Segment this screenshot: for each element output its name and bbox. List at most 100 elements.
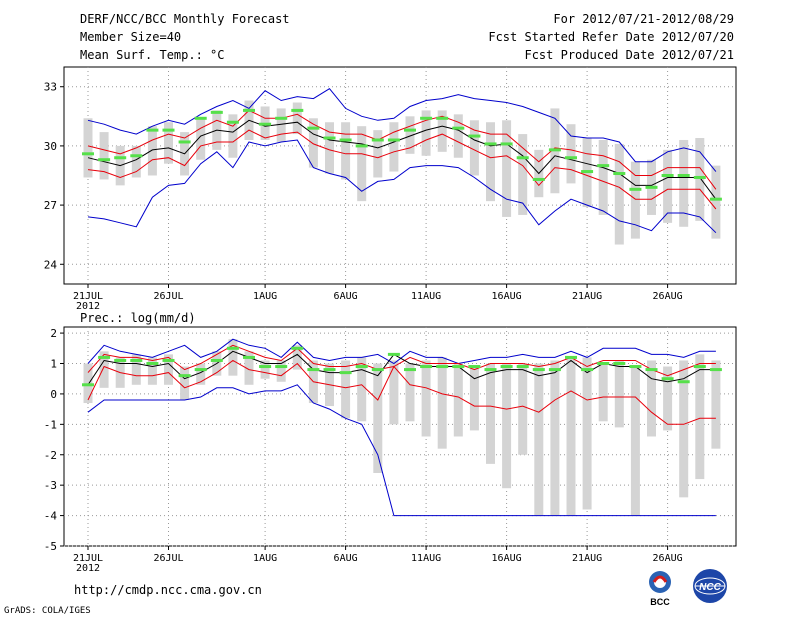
- temp-median-mark: [452, 126, 465, 130]
- prec-ensemble-bar: [566, 357, 576, 516]
- prec-envelope-upper-line: [87, 338, 716, 365]
- prec-median-mark: [404, 368, 416, 372]
- temp-median-mark: [210, 110, 223, 114]
- temp-ensemble-bar: [566, 124, 576, 184]
- temp-ensemble-bar: [276, 108, 286, 142]
- temp-year-label: 2012: [76, 301, 100, 312]
- temp-median-mark: [661, 174, 674, 177]
- prec-median-mark: [613, 362, 626, 365]
- prec-ensemble-bar: [614, 360, 624, 428]
- prec-xtick-label: 21JUL: [73, 553, 103, 564]
- temp-ensemble-bar: [502, 120, 512, 217]
- temp-median-mark: [404, 128, 416, 132]
- temp-ensemble-bar: [663, 149, 673, 223]
- prec-median-mark: [565, 355, 577, 359]
- temp-ensemble-bar: [695, 138, 705, 221]
- prec-ensemble-bar: [164, 354, 173, 385]
- prec-median-mark: [194, 368, 207, 372]
- prec-median-mark: [259, 365, 272, 369]
- ncc-logo: NCC: [693, 569, 727, 603]
- prec-xtick-label: 16AUG: [492, 553, 522, 564]
- temp-median-mark: [371, 138, 384, 142]
- temp-ensemble-bar: [308, 118, 318, 168]
- temp-ensemble-bar: [373, 130, 383, 178]
- prec-median-mark: [98, 355, 111, 359]
- prec-ensemble-bar: [228, 339, 238, 376]
- temp-ensemble-bar: [711, 165, 721, 239]
- produced-date: Fcst Produced Date 2012/07/21: [524, 48, 734, 62]
- prec-ensemble-bar: [83, 363, 93, 404]
- prec-xtick-label: 11AUG: [411, 553, 441, 564]
- bcc-logo: BCC: [649, 571, 671, 607]
- temp-ensemble-bar: [131, 145, 141, 178]
- temp-median-mark: [436, 116, 449, 120]
- temp-median-mark: [565, 156, 577, 160]
- temp-median-mark: [468, 134, 481, 138]
- temp-median-mark: [307, 126, 320, 130]
- temp-xtick-label: 26JUL: [153, 291, 183, 302]
- temp-median-mark: [597, 164, 610, 168]
- prec-xtick-label: 26JUL: [153, 553, 183, 564]
- prec-ensemble-bar: [695, 354, 705, 480]
- temp-ensemble-bar: [421, 110, 431, 156]
- prec-median-mark: [677, 380, 690, 384]
- prec-ensemble-bar: [711, 360, 721, 449]
- prec-ensemble-bar: [437, 357, 447, 449]
- prec-ytick-label: -3: [44, 479, 57, 492]
- temp-median-mark: [645, 185, 658, 189]
- temp-median-mark: [709, 197, 722, 201]
- temp-median-mark: [226, 120, 239, 124]
- prec-ensemble-bar: [663, 366, 673, 431]
- prec-ensemble-bar: [357, 357, 367, 422]
- temp-median-mark: [420, 116, 433, 120]
- footer-url: http://cmdp.ncc.cma.gov.cn: [74, 583, 262, 597]
- temp-median-mark: [275, 116, 288, 120]
- prec-ytick-label: -4: [44, 510, 58, 523]
- temp-ensemble-bar: [486, 122, 495, 202]
- temp-median-mark: [82, 152, 94, 156]
- prec-median-mark: [210, 358, 223, 362]
- temp-ensemble-bar: [99, 132, 109, 180]
- prec-median-mark: [371, 368, 384, 372]
- prec-median-mark: [146, 362, 159, 365]
- prec-panel-title: Prec.: log(mm/d): [80, 311, 196, 325]
- forecast-period: For 2012/07/21-2012/08/29: [553, 12, 734, 26]
- prec-median-mark: [355, 365, 368, 369]
- temp-xtick-label: 1AUG: [253, 291, 277, 302]
- prec-median-mark: [130, 358, 143, 362]
- prec-envelope-lower-line: [87, 384, 716, 517]
- temp-ytick-label: 24: [44, 258, 58, 271]
- temp-band-lower-line: [87, 129, 717, 210]
- variable-label: Mean Surf. Temp.: °C: [80, 48, 225, 62]
- temp-median-mark: [629, 187, 642, 191]
- prec-ensemble-bar: [373, 363, 383, 473]
- temp-median-mark: [355, 144, 368, 148]
- prec-ensemble-bar: [260, 360, 270, 379]
- prec-median-mark: [420, 365, 433, 369]
- prec-median-mark: [468, 365, 481, 369]
- prec-median-mark: [178, 374, 191, 378]
- temp-ensemble-bar: [405, 116, 415, 154]
- prec-median-mark: [243, 355, 255, 359]
- prec-median-mark: [629, 365, 642, 369]
- temp-frame: [63, 66, 737, 285]
- temp-median-mark: [130, 154, 143, 158]
- temp-xtick-label: 26AUG: [653, 291, 683, 302]
- prec-median-mark: [323, 368, 336, 372]
- prec-ensemble-bar: [405, 363, 415, 422]
- prec-ytick-label: -2: [44, 449, 57, 462]
- temp-ensemble-bar: [196, 118, 206, 160]
- prec-ensemble-bar: [244, 351, 254, 385]
- prec-ensemble-bar: [598, 363, 608, 422]
- prec-ytick-label: -5: [44, 540, 57, 553]
- chart-title: DERF/NCC/BCC Monthly Forecast: [80, 12, 290, 26]
- prec-ensemble-bar: [502, 363, 512, 489]
- temp-median-mark: [339, 138, 352, 142]
- temp-ensemble-bar: [357, 126, 367, 202]
- prec-ensemble-bar: [469, 366, 479, 431]
- prec-ytick-label: 0: [50, 388, 57, 401]
- temp-ensemble-bar: [469, 120, 479, 176]
- prec-ensemble-bar: [276, 360, 286, 382]
- prec-median-mark: [291, 346, 304, 350]
- temp-mean-line: [87, 119, 717, 200]
